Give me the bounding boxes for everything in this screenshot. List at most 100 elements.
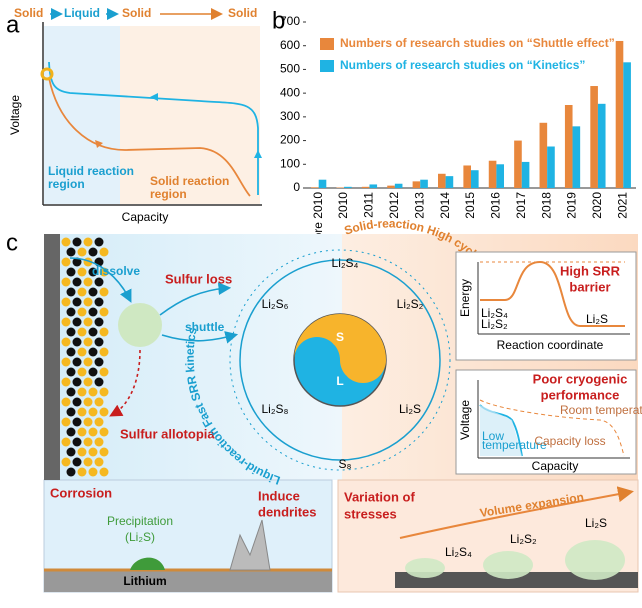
x-tick-label: 2013: [412, 192, 426, 219]
atom: [88, 467, 98, 477]
atom: [94, 237, 104, 247]
atom: [77, 367, 87, 377]
y-tick-label: 600: [280, 38, 300, 52]
label: dendrites: [258, 504, 317, 519]
atom: [77, 427, 87, 437]
atom: [99, 327, 109, 337]
bar: [463, 165, 471, 188]
atom: [94, 417, 104, 427]
bar: [412, 181, 421, 188]
bar: [514, 140, 522, 188]
s8-ring: [40, 67, 54, 81]
atom: [83, 277, 93, 287]
label: shuttle: [185, 320, 225, 334]
label: Li₂S₂: [481, 317, 508, 331]
atom: [66, 287, 76, 297]
bar: [623, 62, 631, 188]
panel-letter: a: [6, 11, 20, 38]
yang-label: L: [336, 374, 343, 388]
x-tick-label: 2017: [514, 192, 528, 219]
atom: [66, 367, 76, 377]
bar: [521, 161, 530, 188]
liquid-region-bg: [44, 26, 120, 204]
atom: [94, 377, 104, 387]
bar: [318, 179, 327, 188]
yin-label: S: [336, 330, 344, 344]
atom: [72, 417, 82, 427]
atom: [94, 357, 104, 367]
bar: [547, 146, 555, 188]
phase: Liquid: [64, 6, 100, 20]
atom: [61, 457, 71, 467]
atom: [99, 347, 109, 357]
y-tick-label: 400: [280, 85, 300, 99]
label: Capacity loss: [534, 434, 605, 448]
atom: [66, 247, 76, 257]
label: Li₂S: [586, 312, 608, 326]
arrow: [161, 331, 239, 344]
atom: [61, 417, 71, 427]
y-tick-label: 500: [280, 62, 300, 76]
atom: [94, 337, 104, 347]
label: dissolve: [92, 264, 140, 278]
y-tick-label: 300: [280, 109, 300, 123]
yin: [294, 314, 386, 383]
atom: [72, 297, 82, 307]
bar: [471, 170, 479, 188]
atom: [72, 437, 82, 447]
atom: [66, 447, 76, 457]
label: Precipitation: [107, 514, 173, 528]
legend-swatch: [320, 38, 334, 50]
atom: [66, 427, 76, 437]
atom: [72, 317, 82, 327]
atom: [88, 307, 98, 317]
bar: [394, 183, 403, 188]
arrow: [254, 150, 262, 158]
polysulfide-cloud: [118, 303, 162, 347]
atom: [88, 347, 98, 357]
bar: [564, 105, 573, 188]
ring-inner: [239, 259, 441, 461]
x-tick-label: 2011: [362, 192, 376, 218]
label: Induce: [258, 488, 300, 503]
low-area: [480, 405, 522, 456]
atom: [77, 267, 87, 277]
x-label: Reaction coordinate: [497, 338, 604, 352]
atom: [72, 377, 82, 387]
atom: [77, 447, 87, 457]
y-tick-label: 0: [293, 180, 300, 194]
label: Corrosion: [50, 485, 112, 500]
atom: [94, 297, 104, 307]
bar: [344, 186, 352, 188]
dot: [331, 373, 349, 391]
atom: [66, 467, 76, 477]
region-label: region: [48, 177, 85, 191]
bar: [438, 173, 446, 188]
atom: [99, 367, 109, 377]
y-tick-label: 200: [280, 133, 300, 147]
bar: [369, 184, 378, 188]
atom: [99, 407, 109, 417]
species-label: Li₂S₈: [262, 402, 289, 416]
atom: [94, 457, 104, 467]
atom: [99, 307, 109, 317]
label: Lithium: [123, 574, 166, 588]
atom: [94, 317, 104, 327]
title: Poor cryogenic: [533, 371, 628, 386]
atom: [61, 297, 71, 307]
atom: [94, 397, 104, 407]
label: Sulfur loss: [165, 271, 232, 286]
bar: [590, 86, 598, 188]
atom: [61, 377, 71, 387]
species-label: Li₂S₆: [262, 297, 289, 311]
title: barrier: [569, 279, 610, 294]
y-axis-label: Voltage: [8, 95, 22, 135]
atom: [94, 437, 104, 447]
atom: [66, 327, 76, 337]
atom: [83, 377, 93, 387]
x-tick-label: 2019: [565, 192, 579, 219]
particle: [405, 558, 445, 578]
atom: [61, 317, 71, 327]
atom: [77, 467, 87, 477]
